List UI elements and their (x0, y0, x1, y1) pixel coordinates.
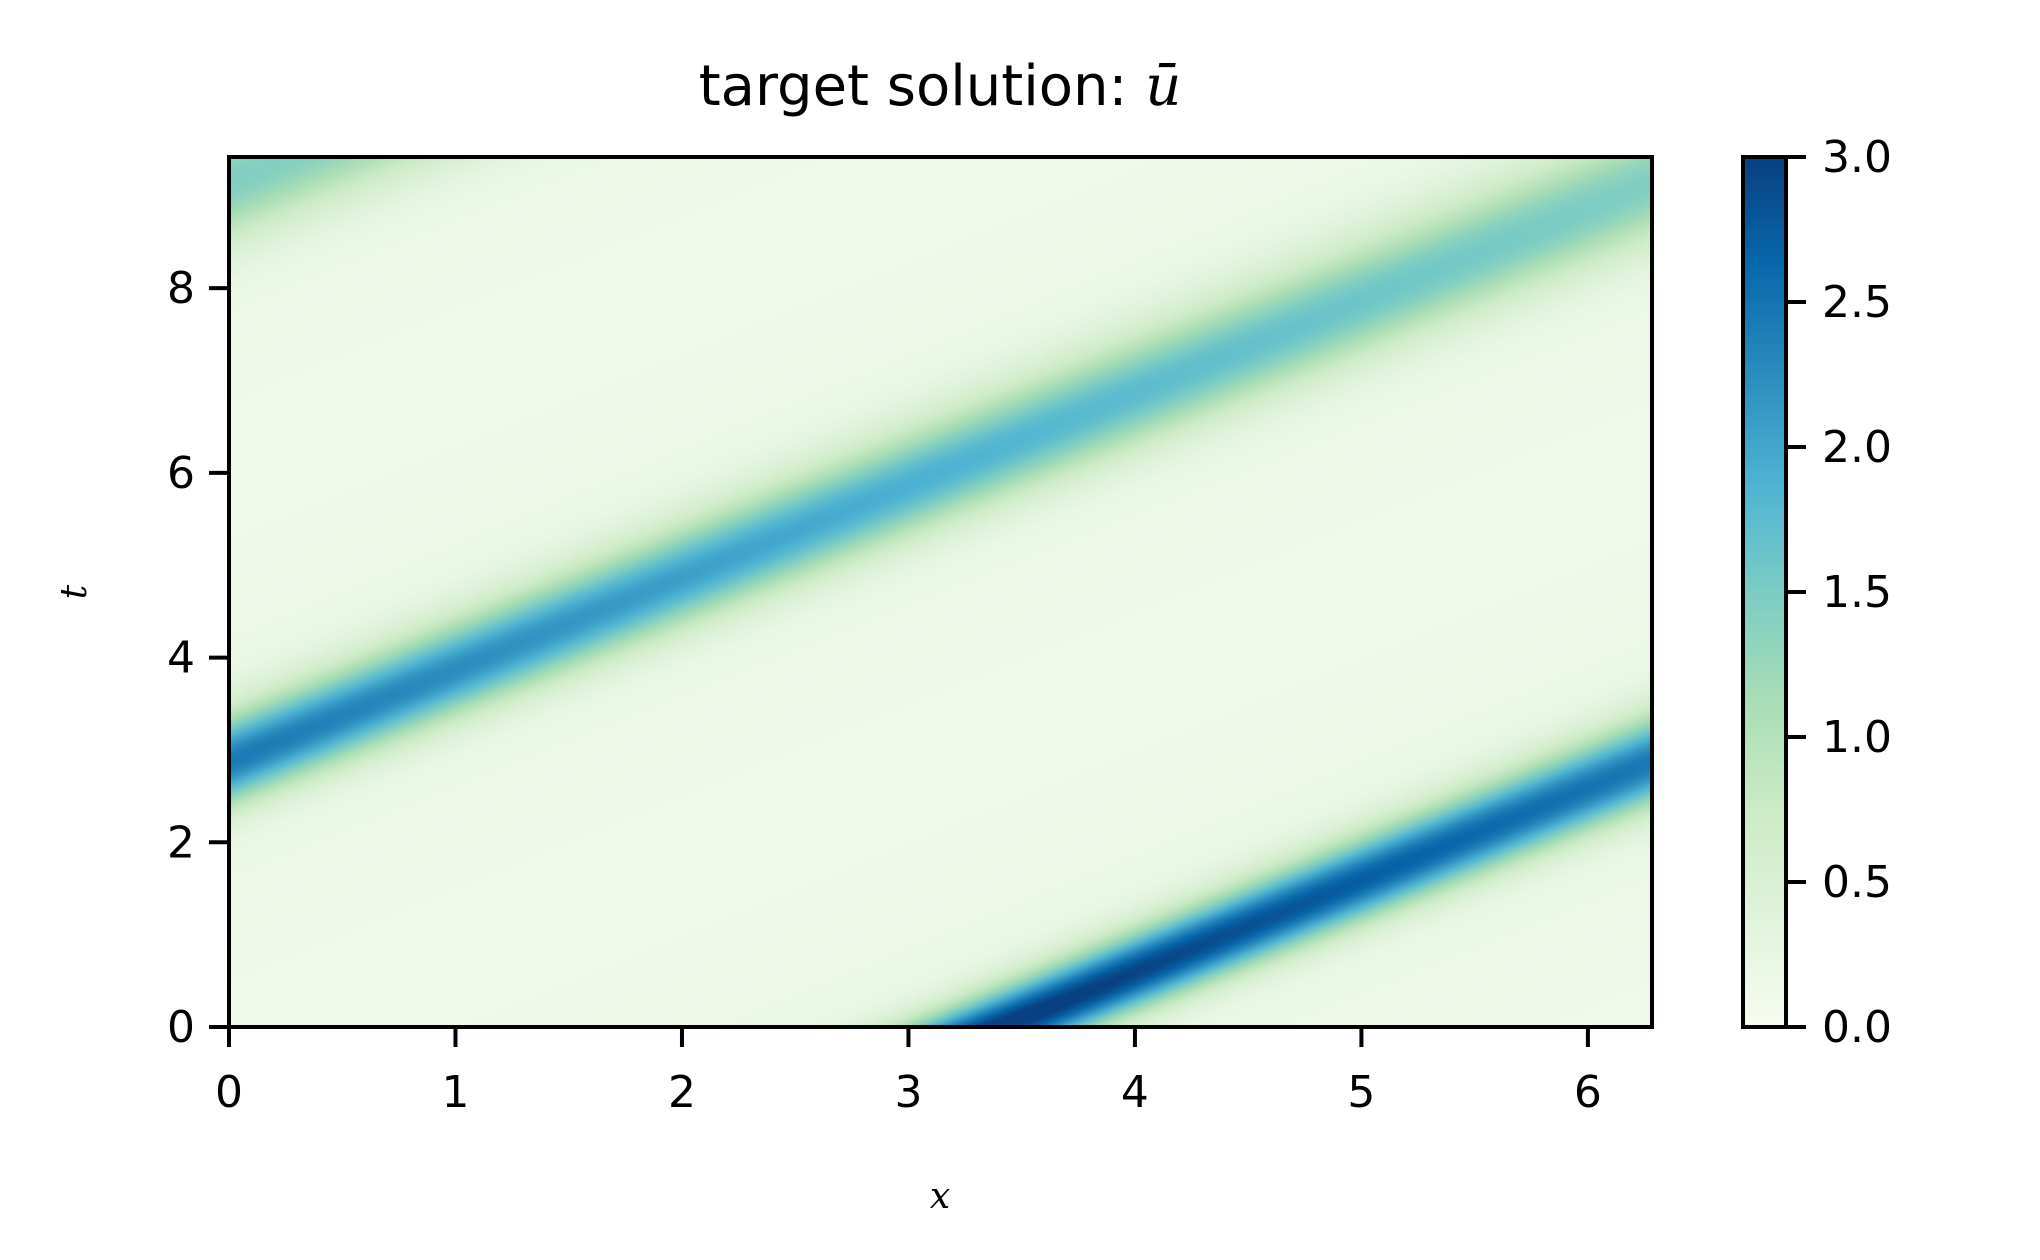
plot-frame (227, 155, 1654, 1029)
x-tick-label: 3 (894, 1067, 922, 1118)
colorbar-tick-label: 2.0 (1822, 422, 1892, 473)
colorbar: 0.0 0.5 1.0 1.5 2.0 2.5 3.0 (1741, 132, 1892, 1053)
y-tick-label: 0 (167, 1002, 195, 1053)
colorbar-tick-label: 3.0 (1822, 132, 1892, 183)
y-tick-label: 4 (167, 633, 195, 684)
x-tick-label: 6 (1574, 1067, 1602, 1118)
colorbar-tick-label: 0.0 (1822, 1002, 1892, 1053)
x-axis: 0 1 2 3 4 5 6 (215, 1027, 1602, 1118)
colorbar-tick-label: 1.0 (1822, 712, 1892, 763)
plot-area (227, 155, 1654, 1029)
y-tick-label: 6 (167, 448, 195, 499)
x-tick-label: 5 (1347, 1067, 1375, 1118)
colorbar-tick-label: 2.5 (1822, 277, 1892, 328)
y-tick-label: 2 (167, 817, 195, 868)
y-axis: 0 2 4 6 8 (167, 263, 229, 1053)
heatmap-image (229, 157, 1652, 1027)
x-tick-label: 1 (441, 1067, 469, 1118)
colorbar-tick-label: 1.5 (1822, 567, 1892, 618)
x-tick-label: 2 (668, 1067, 696, 1118)
x-tick-label: 4 (1121, 1067, 1149, 1118)
colorbar-fill (1743, 157, 1786, 1027)
colorbar-ticks: 0.0 0.5 1.0 1.5 2.0 2.5 3.0 (1786, 132, 1892, 1053)
y-tick-label: 8 (167, 263, 195, 314)
colorbar-tick-label: 0.5 (1822, 857, 1892, 908)
x-axis-label: x (930, 1176, 950, 1217)
y-axis-label: t (54, 584, 95, 599)
chart-title: target solution: ū (699, 54, 1182, 119)
x-tick-label: 0 (215, 1067, 243, 1118)
